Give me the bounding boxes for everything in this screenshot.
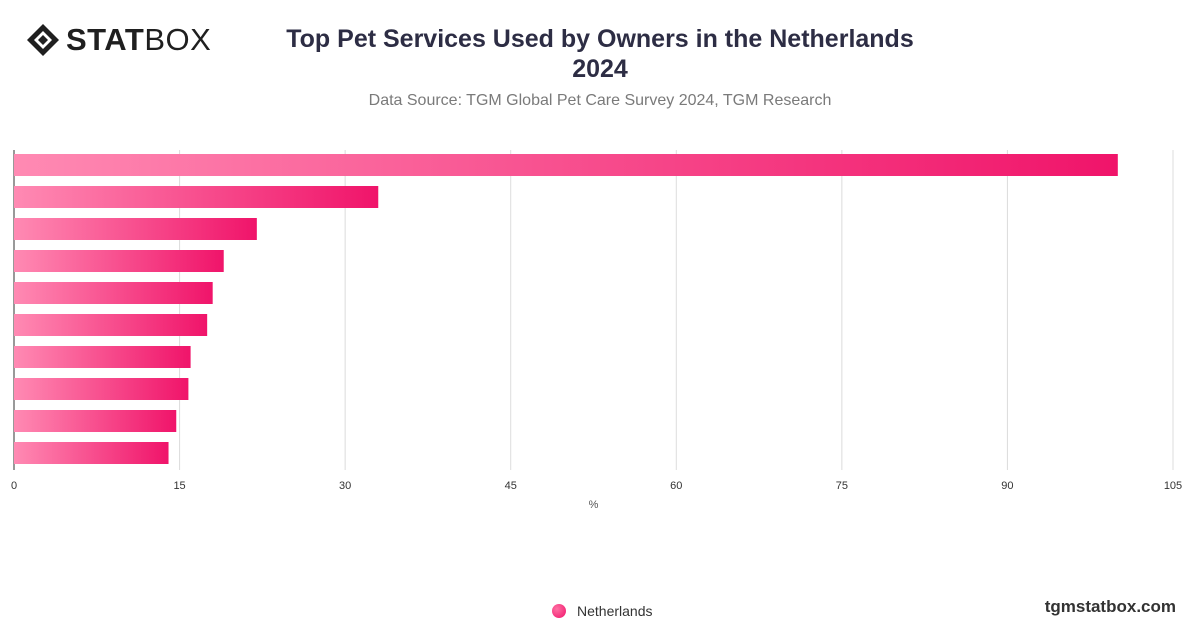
gridlines: [13, 150, 1174, 470]
bars: [14, 154, 1118, 464]
bar[interactable]: [14, 442, 169, 464]
bar[interactable]: [14, 378, 189, 400]
bar[interactable]: [14, 218, 257, 240]
bar[interactable]: [14, 282, 213, 304]
logo-wordmark: STATBOX: [66, 22, 211, 58]
logo-wordmark-bold: STAT: [66, 22, 145, 57]
x-axis-title: %: [589, 499, 599, 511]
legend[interactable]: Netherlands: [552, 603, 653, 619]
bar[interactable]: [14, 250, 224, 272]
x-tick-label: 45: [505, 480, 517, 492]
x-tick-label: 30: [339, 480, 351, 492]
x-tick-label: 15: [173, 480, 185, 492]
chart-title-line2: 2024: [572, 55, 628, 83]
bar[interactable]: [14, 314, 208, 336]
watermark: tgmstatbox.com: [1044, 597, 1176, 616]
legend-label: Netherlands: [577, 603, 653, 619]
statbox-diamond-icon: [27, 24, 59, 56]
chart-title: Top Pet Services Used by Owners in the N…: [220, 24, 980, 84]
x-tick-label: 0: [11, 480, 17, 492]
x-tick-label: 90: [1001, 480, 1013, 492]
chart-subtitle: Data Source: TGM Global Pet Care Survey …: [368, 92, 832, 109]
x-tick-label: 75: [836, 480, 848, 492]
bar[interactable]: [14, 346, 191, 368]
bar-chart: 0 15 30 45 60 75 90 105 %: [11, 150, 1182, 511]
x-axis-ticks: 0 15 30 45 60 75 90 105: [11, 480, 1182, 492]
bar[interactable]: [14, 410, 177, 432]
x-tick-label: 105: [1164, 480, 1182, 492]
logo-wordmark-light: BOX: [144, 22, 212, 57]
statbox-logo: STATBOX: [26, 22, 211, 58]
bar[interactable]: [14, 154, 1118, 176]
chart-title-line1: Top Pet Services Used by Owners in the N…: [286, 25, 914, 53]
legend-dot-icon: [552, 604, 566, 618]
bar[interactable]: [14, 186, 379, 208]
x-tick-label: 60: [670, 480, 682, 492]
